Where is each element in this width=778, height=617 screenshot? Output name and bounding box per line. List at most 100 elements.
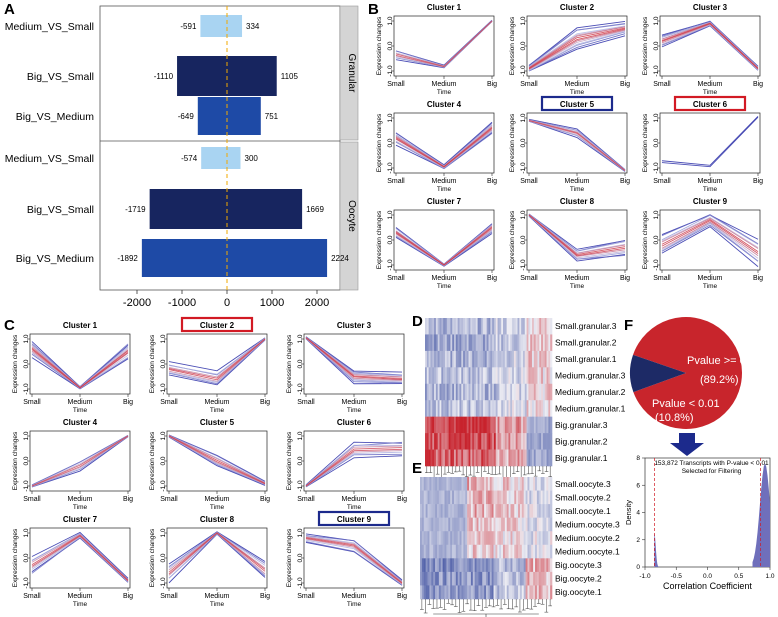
heatmap-cell: [531, 571, 534, 586]
heatmap-cell: [510, 544, 513, 559]
heatmap-cell: [465, 544, 468, 559]
up-value-label: 334: [246, 22, 260, 31]
heatmap-cell: [501, 367, 504, 385]
heatmap-cell: [444, 544, 447, 559]
heatmap-cell: [523, 490, 526, 505]
heatmap-cell: [427, 504, 430, 518]
heatmap-cell: [425, 531, 428, 546]
heatmap-cell: [508, 504, 511, 518]
heatmap-cell: [469, 517, 472, 532]
heatmap-cell: [490, 400, 493, 417]
heatmap-cell: [544, 585, 547, 600]
heatmap-cell: [536, 585, 540, 600]
x-tick-label: Medium: [68, 399, 93, 406]
heatmap-cell: [472, 383, 475, 401]
x-tick-label: Small: [520, 178, 538, 185]
heatmap-cell: [510, 383, 513, 401]
heatmap-cell: [486, 558, 489, 573]
heatmap-cell: [548, 504, 551, 518]
heatmap-cell: [435, 334, 438, 352]
heatmap-cell: [481, 449, 484, 467]
heatmap-cell: [519, 571, 523, 586]
heatmap-cell: [495, 477, 498, 491]
heatmap-cell: [501, 383, 504, 401]
heatmap-cell: [546, 531, 549, 546]
profile-line: [305, 539, 403, 585]
heatmap-cell: [510, 433, 513, 450]
y-axis-label: Expression changes: [642, 113, 649, 172]
heatmap-cell: [427, 517, 430, 532]
heatmap-cell: [437, 416, 440, 434]
profile-line: [168, 338, 266, 381]
heatmap-cell: [493, 400, 497, 417]
heatmap-cell: [540, 558, 543, 573]
heatmap-cell: [479, 318, 482, 335]
heatmap-cell: [523, 477, 526, 491]
heatmap-cell: [499, 571, 502, 586]
heatmap-cell: [537, 433, 540, 450]
heatmap-cell: [492, 334, 495, 352]
heatmap-cell: [492, 400, 495, 417]
heatmap-cell: [491, 585, 494, 600]
heatmap-cell: [550, 350, 553, 368]
heatmap-cell: [473, 433, 477, 450]
y-axis-label: Expression changes: [642, 210, 649, 269]
heatmap-cell: [435, 571, 438, 586]
heatmap-cell: [426, 433, 429, 450]
heatmap-cell: [446, 416, 449, 434]
heatmap-cell: [550, 558, 553, 573]
heatmap-cell: [442, 558, 445, 573]
profile-line: [305, 455, 403, 488]
heatmap-cell: [436, 544, 440, 559]
heatmap-cell: [438, 531, 442, 546]
heatmap-cell: [457, 416, 460, 434]
heatmap-cell: [506, 531, 509, 546]
heatmap-cell: [513, 367, 517, 385]
heatmap-cell: [538, 544, 541, 559]
x-tick-label: Medium: [68, 593, 93, 600]
heatmap-cell: [544, 318, 547, 335]
heatmap-cell: [480, 490, 483, 505]
heatmap-cell: [546, 416, 549, 434]
heatmap-cell: [454, 350, 457, 368]
heatmap-cell: [428, 334, 431, 352]
x-tick-label: Small: [160, 399, 178, 406]
panel-f-filtering: Pvalue >= 0.0(89.2%)Pvalue < 0.01(10.8%)…: [624, 317, 775, 591]
heatmap-cell: [530, 318, 533, 335]
heatmap-cell: [466, 433, 469, 450]
heatmap-cell: [423, 571, 426, 586]
heatmap-cell: [508, 531, 511, 546]
heatmap-cell: [497, 571, 500, 586]
heatmap-cell: [504, 477, 508, 491]
heatmap-cell: [444, 585, 447, 600]
cluster-title: Cluster 9: [693, 197, 728, 206]
heatmap-cell: [429, 585, 432, 600]
heatmap-cell: [488, 350, 491, 368]
heatmap-cell: [452, 334, 455, 352]
heatmap-cell: [518, 490, 521, 505]
heatmap-cell: [459, 383, 462, 401]
heatmap-cell: [450, 449, 453, 467]
heatmap-cell: [457, 531, 460, 546]
heatmap-cell: [482, 490, 485, 505]
heatmap-cell: [512, 318, 515, 335]
heatmap-cell: [429, 544, 432, 559]
heatmap-row-label: Small.oocyte.3: [555, 479, 611, 489]
heatmap-cell: [525, 531, 528, 546]
diff-bar: [201, 147, 241, 169]
heatmap-cell: [516, 531, 519, 546]
heatmap-cell: [490, 416, 493, 434]
heatmap-cell: [531, 558, 534, 573]
y-tick-label: 0.0: [160, 359, 167, 368]
y-tick-label: 0.0: [160, 456, 167, 465]
heatmap-cell: [475, 433, 478, 450]
heatmap-cell: [435, 367, 438, 385]
heatmap-cell: [467, 517, 470, 532]
heatmap-cell: [474, 531, 477, 546]
heatmap-cell: [518, 571, 521, 586]
heatmap-cell: [546, 318, 549, 335]
heatmap-cell: [448, 585, 451, 600]
heatmap-cell: [483, 416, 486, 434]
heatmap-cell: [427, 544, 430, 559]
heatmap-cell: [501, 571, 504, 586]
